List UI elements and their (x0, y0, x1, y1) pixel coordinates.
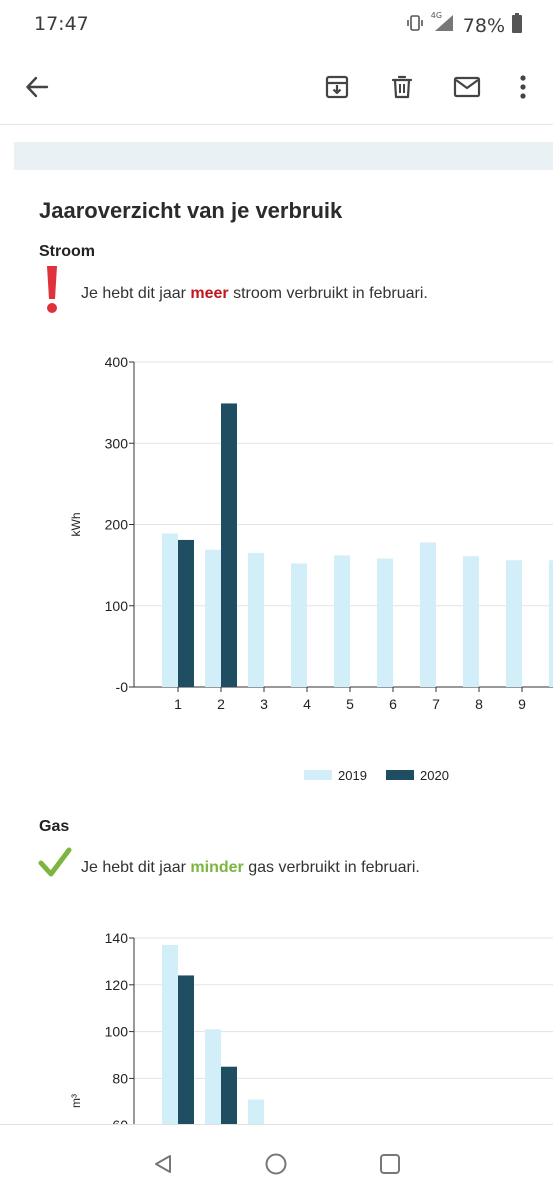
bar-2020-1 (178, 975, 194, 1124)
y-tick-label: 300 (105, 435, 129, 451)
bar-2020-2 (221, 1066, 237, 1124)
bar-2019-2 (205, 549, 221, 687)
y-tick-label: 120 (105, 977, 129, 993)
y-tick-label: -0 (116, 679, 129, 695)
nav-home-icon[interactable] (261, 1149, 291, 1179)
battery-icon (511, 12, 523, 39)
gas-message-highlight: minder (190, 859, 244, 876)
gas-message-after: gas verbruikt in februari. (243, 859, 420, 876)
bar-2019-4 (291, 563, 307, 687)
status-indicators: 4G 78% (405, 11, 523, 39)
page-title: Jaaroverzicht van je verbruik (39, 198, 343, 223)
mark-unread-icon[interactable] (450, 70, 484, 104)
archive-icon[interactable] (320, 70, 354, 104)
bar-2019-2 (205, 1029, 221, 1124)
gas-chart: 60 80 100 120 140 m³ (69, 930, 553, 1124)
y-tick-label: 80 (112, 1070, 128, 1086)
bar-2019-7 (420, 542, 436, 687)
bar-2020-2 (221, 403, 237, 687)
legend-swatch-2019 (304, 770, 332, 780)
y-axis-label: kWh (69, 513, 83, 537)
more-vert-icon[interactable] (506, 70, 540, 104)
y-tick-label: 140 (105, 930, 129, 946)
bar-2019-8 (463, 556, 479, 687)
bar-2019-5 (334, 555, 350, 687)
status-time: 17:47 (34, 13, 89, 35)
stroom-message-after: stroom verbruikt in februari. (228, 285, 428, 302)
stroom-message-before: Je hebt dit jaar (81, 285, 191, 302)
gas-label: Gas (39, 818, 70, 835)
email-body: Jaaroverzicht van je verbruik Stroom Je … (14, 128, 553, 1124)
nav-recents-icon[interactable] (375, 1149, 405, 1179)
y-tick-label: 400 (105, 354, 129, 370)
x-tick-label: 2 (217, 696, 225, 712)
exclamation-icon (44, 265, 60, 320)
bar-2019-3 (248, 552, 264, 687)
status-bar: 17:47 4G 78% (0, 0, 553, 50)
bar-2019-10 (549, 560, 553, 687)
email-toolbar (0, 50, 553, 125)
bar-2019-9 (506, 560, 522, 687)
back-arrow-icon[interactable] (20, 70, 54, 104)
delete-icon[interactable] (385, 70, 419, 104)
legend-label: 2019 (338, 768, 367, 783)
y-tick-label: 100 (105, 598, 129, 614)
stroom-message-highlight: meer (190, 285, 229, 302)
bar-2019-3 (248, 1099, 264, 1124)
x-tick-label: 3 (260, 696, 268, 712)
bar-2019-1 (162, 945, 178, 1124)
x-tick-label: 5 (346, 696, 354, 712)
bar-2020-1 (178, 539, 194, 687)
system-nav-bar (0, 1124, 553, 1200)
gas-message-before: Je hebt dit jaar (81, 859, 191, 876)
vibrate-icon (405, 13, 425, 38)
battery-percent: 78% (462, 14, 505, 37)
bar-2019-1 (162, 533, 178, 687)
y-tick-label: 60 (112, 1117, 128, 1124)
stroom-message: Je hebt dit jaar meer stroom verbruikt i… (81, 285, 428, 303)
y-tick-label: 100 (105, 1024, 129, 1040)
x-tick-label: 6 (389, 696, 397, 712)
checkmark-icon (38, 846, 72, 885)
network-type: 4G (430, 11, 443, 20)
y-axis-label: m³ (69, 1094, 83, 1108)
x-tick-label: 9 (518, 696, 526, 712)
legend-swatch-2020 (386, 770, 414, 780)
gas-message: Je hebt dit jaar minder gas verbruikt in… (81, 859, 420, 877)
x-tick-label: 4 (303, 696, 311, 712)
nav-back-icon[interactable] (148, 1149, 178, 1179)
header-banner (14, 142, 553, 170)
signal-icon: 4G (430, 11, 457, 38)
bar-2019-6 (377, 558, 393, 687)
x-tick-label: 8 (475, 696, 483, 712)
legend-label: 2020 (420, 768, 449, 783)
y-tick-label: 200 (105, 517, 129, 533)
x-tick-label: 7 (432, 696, 440, 712)
stroom-chart: -0 100 200 300 400 kWh 1 2 3 4 5 6 7 8 9 2019 2020 (69, 354, 553, 783)
stroom-label: Stroom (39, 243, 95, 260)
x-tick-label: 1 (174, 696, 182, 712)
